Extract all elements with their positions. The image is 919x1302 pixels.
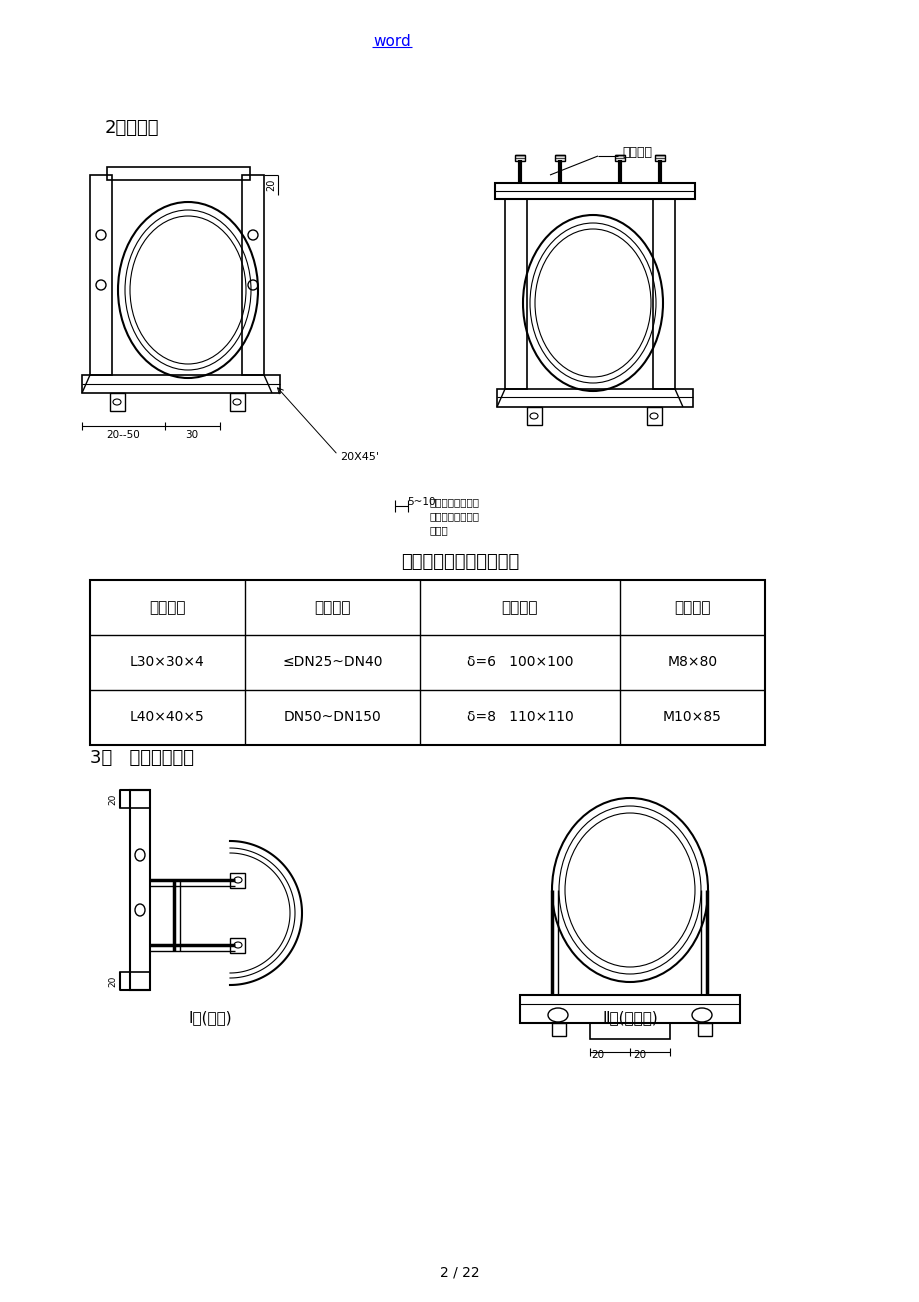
Text: 30: 30 [186, 430, 199, 440]
Text: 5~10: 5~10 [406, 497, 435, 506]
Bar [90, 174, 112, 375]
Text: 膨胀螺栓: 膨胀螺栓 [674, 600, 710, 615]
Text: word: word [373, 34, 411, 49]
Text: 倒吊钢板: 倒吊钢板 [621, 146, 652, 159]
Text: δ=6   100×100: δ=6 100×100 [466, 655, 573, 669]
Bar [554, 155, 564, 161]
Text: L30×30×4: L30×30×4 [130, 655, 205, 669]
Bar [130, 790, 150, 990]
Bar [652, 199, 675, 389]
Bar [242, 174, 264, 375]
Bar [119, 790, 150, 809]
Text: 20X45': 20X45' [340, 452, 379, 462]
Text: M8×80: M8×80 [666, 655, 717, 669]
Bar [110, 393, 125, 411]
Bar [614, 155, 624, 161]
Bar [107, 167, 250, 180]
Text: （根据角钢大小而
选定，其余倒角类
同。）: （根据角钢大小而 选定，其余倒角类 同。） [429, 497, 480, 535]
Text: δ=8   110×110: δ=8 110×110 [466, 711, 573, 724]
Text: Ⅰ型(吊式): Ⅰ型(吊式) [188, 1010, 232, 1026]
Text: M10×85: M10×85 [663, 711, 721, 724]
Text: 20: 20 [590, 1049, 604, 1060]
Text: ≤DN25~DN40: ≤DN25~DN40 [282, 655, 382, 669]
Bar [82, 375, 279, 393]
Bar [505, 199, 527, 389]
Bar [230, 874, 244, 888]
Bar [515, 155, 525, 161]
Bar [230, 393, 244, 411]
Bar [519, 995, 739, 1023]
Text: 3、   单支角钢支架: 3、 单支角钢支架 [90, 749, 194, 767]
Text: 龙门式支吊架材料适用表: 龙门式支吊架材料适用表 [401, 553, 518, 572]
Text: 20: 20 [632, 1049, 645, 1060]
Text: 20: 20 [266, 178, 276, 191]
Bar [654, 155, 664, 161]
Text: 2 / 22: 2 / 22 [439, 1266, 480, 1279]
Bar [551, 1023, 565, 1036]
Text: 20: 20 [108, 793, 118, 805]
Text: DN50~DN150: DN50~DN150 [283, 711, 381, 724]
Bar [494, 184, 694, 199]
Text: 20--50: 20--50 [106, 430, 140, 440]
Bar [90, 579, 765, 745]
Text: 20: 20 [108, 975, 118, 987]
Text: 倒吊钢板: 倒吊钢板 [501, 600, 538, 615]
Bar [527, 408, 541, 424]
Text: L40×40×5: L40×40×5 [130, 711, 205, 724]
Bar [230, 937, 244, 953]
Bar [589, 1023, 669, 1039]
Bar [698, 1023, 711, 1036]
Text: Ⅱ型(横担式): Ⅱ型(横担式) [601, 1010, 657, 1026]
Text: 2、龙门式: 2、龙门式 [105, 118, 159, 137]
Bar [119, 973, 150, 990]
Text: 支架型材: 支架型材 [149, 600, 186, 615]
Bar [646, 408, 662, 424]
Text: 适用管道: 适用管道 [314, 600, 350, 615]
Bar [496, 389, 692, 408]
